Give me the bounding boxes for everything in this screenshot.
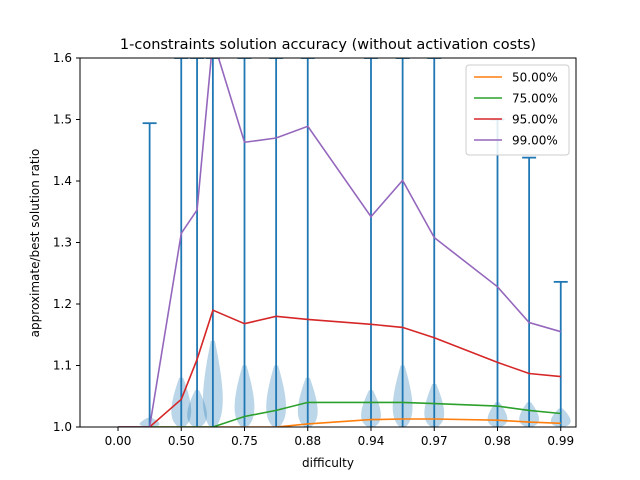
chart-title: 1-constraints solution accuracy (without… bbox=[120, 37, 536, 53]
y-tick-label-0: 1.0 bbox=[53, 420, 72, 434]
series-line-2 bbox=[118, 309, 561, 427]
x-tick-label-3: 0.88 bbox=[294, 434, 321, 448]
y-tick-label-1: 1.1 bbox=[53, 359, 72, 373]
legend: 50.00% 75.00% 95.00% 99.00% bbox=[465, 64, 570, 156]
legend-label-2: 95.00% bbox=[512, 113, 558, 127]
series-line-1 bbox=[118, 401, 561, 427]
legend-label-0: 50.00% bbox=[512, 71, 558, 85]
y-tick-label-5: 1.5 bbox=[53, 113, 72, 127]
series-line-3 bbox=[118, 58, 562, 427]
legend-label-1: 75.00% bbox=[512, 92, 558, 106]
y-axis-label: approximate/best solution ratio bbox=[28, 149, 42, 338]
y-tick-label-4: 1.4 bbox=[53, 174, 72, 188]
series-line-0 bbox=[118, 418, 561, 427]
y-axis-ticks: 1.0 1.1 1.2 1.3 1.4 1.5 1.6 bbox=[53, 51, 80, 434]
x-tick-label-5: 0.97 bbox=[421, 434, 448, 448]
violin-layer bbox=[139, 58, 571, 427]
y-tick-label-2: 1.2 bbox=[53, 297, 72, 311]
x-tick-label-1: 0.50 bbox=[168, 434, 195, 448]
x-tick-label-2: 0.75 bbox=[231, 434, 258, 448]
x-axis-label: difficulty bbox=[302, 456, 354, 470]
x-tick-label-0: 0.00 bbox=[105, 434, 132, 448]
x-tick-label-4: 0.94 bbox=[358, 434, 385, 448]
x-axis-ticks: 0.00 0.50 0.75 0.88 0.94 0.97 0.98 0.99 bbox=[105, 427, 574, 448]
legend-label-3: 99.00% bbox=[512, 134, 558, 148]
x-tick-label-7: 0.99 bbox=[547, 434, 574, 448]
y-tick-label-6: 1.6 bbox=[53, 51, 72, 65]
y-tick-label-3: 1.3 bbox=[53, 236, 72, 250]
x-tick-label-6: 0.98 bbox=[484, 434, 511, 448]
series-lines bbox=[118, 58, 562, 427]
legend-box bbox=[465, 64, 570, 156]
